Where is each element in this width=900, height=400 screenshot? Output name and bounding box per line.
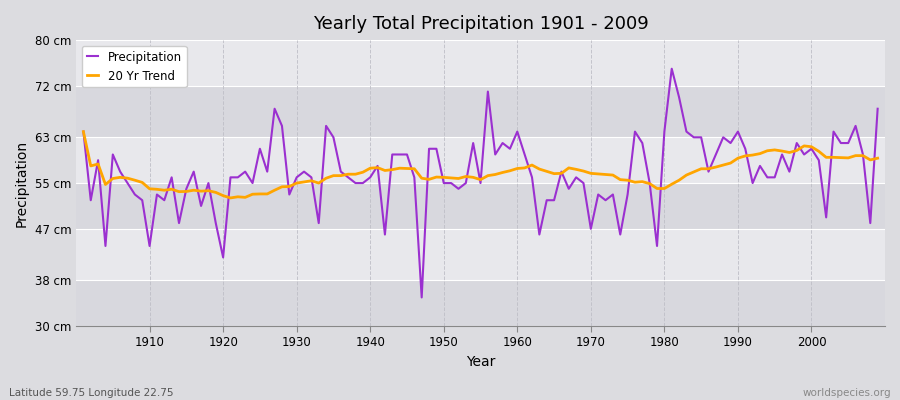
Precipitation [417, 295, 428, 300]
20 Yr Trend [519, 166, 530, 170]
20 Yr Trend [78, 129, 89, 134]
Precipitation [343, 175, 354, 180]
20 Yr Trend [137, 180, 148, 185]
Bar [76, 280, 885, 326]
Precipitation [299, 169, 310, 174]
20 Yr Trend [306, 178, 317, 183]
Precipitation [872, 106, 883, 111]
20 Yr Trend [872, 156, 883, 160]
Text: worldspecies.org: worldspecies.org [803, 388, 891, 398]
Precipitation [137, 198, 148, 203]
Precipitation [666, 66, 677, 71]
Title: Yearly Total Precipitation 1901 - 2009: Yearly Total Precipitation 1901 - 2009 [312, 15, 648, 33]
Bar [76, 40, 885, 86]
Precipitation [519, 152, 530, 157]
Bar [76, 137, 885, 183]
Bar [76, 229, 885, 280]
Precipitation [512, 129, 523, 134]
Line: 20 Yr Trend: 20 Yr Trend [84, 132, 878, 198]
20 Yr Trend [225, 196, 236, 200]
Legend: Precipitation, 20 Yr Trend: Precipitation, 20 Yr Trend [82, 46, 187, 87]
20 Yr Trend [608, 173, 618, 178]
X-axis label: Year: Year [466, 355, 495, 369]
Precipitation [608, 192, 618, 197]
20 Yr Trend [350, 172, 361, 177]
20 Yr Trend [512, 166, 523, 171]
Line: Precipitation: Precipitation [84, 69, 878, 298]
Bar [76, 86, 885, 137]
Text: Latitude 59.75 Longitude 22.75: Latitude 59.75 Longitude 22.75 [9, 388, 174, 398]
Y-axis label: Precipitation: Precipitation [15, 140, 29, 227]
Bar [76, 183, 885, 229]
Precipitation [78, 129, 89, 134]
